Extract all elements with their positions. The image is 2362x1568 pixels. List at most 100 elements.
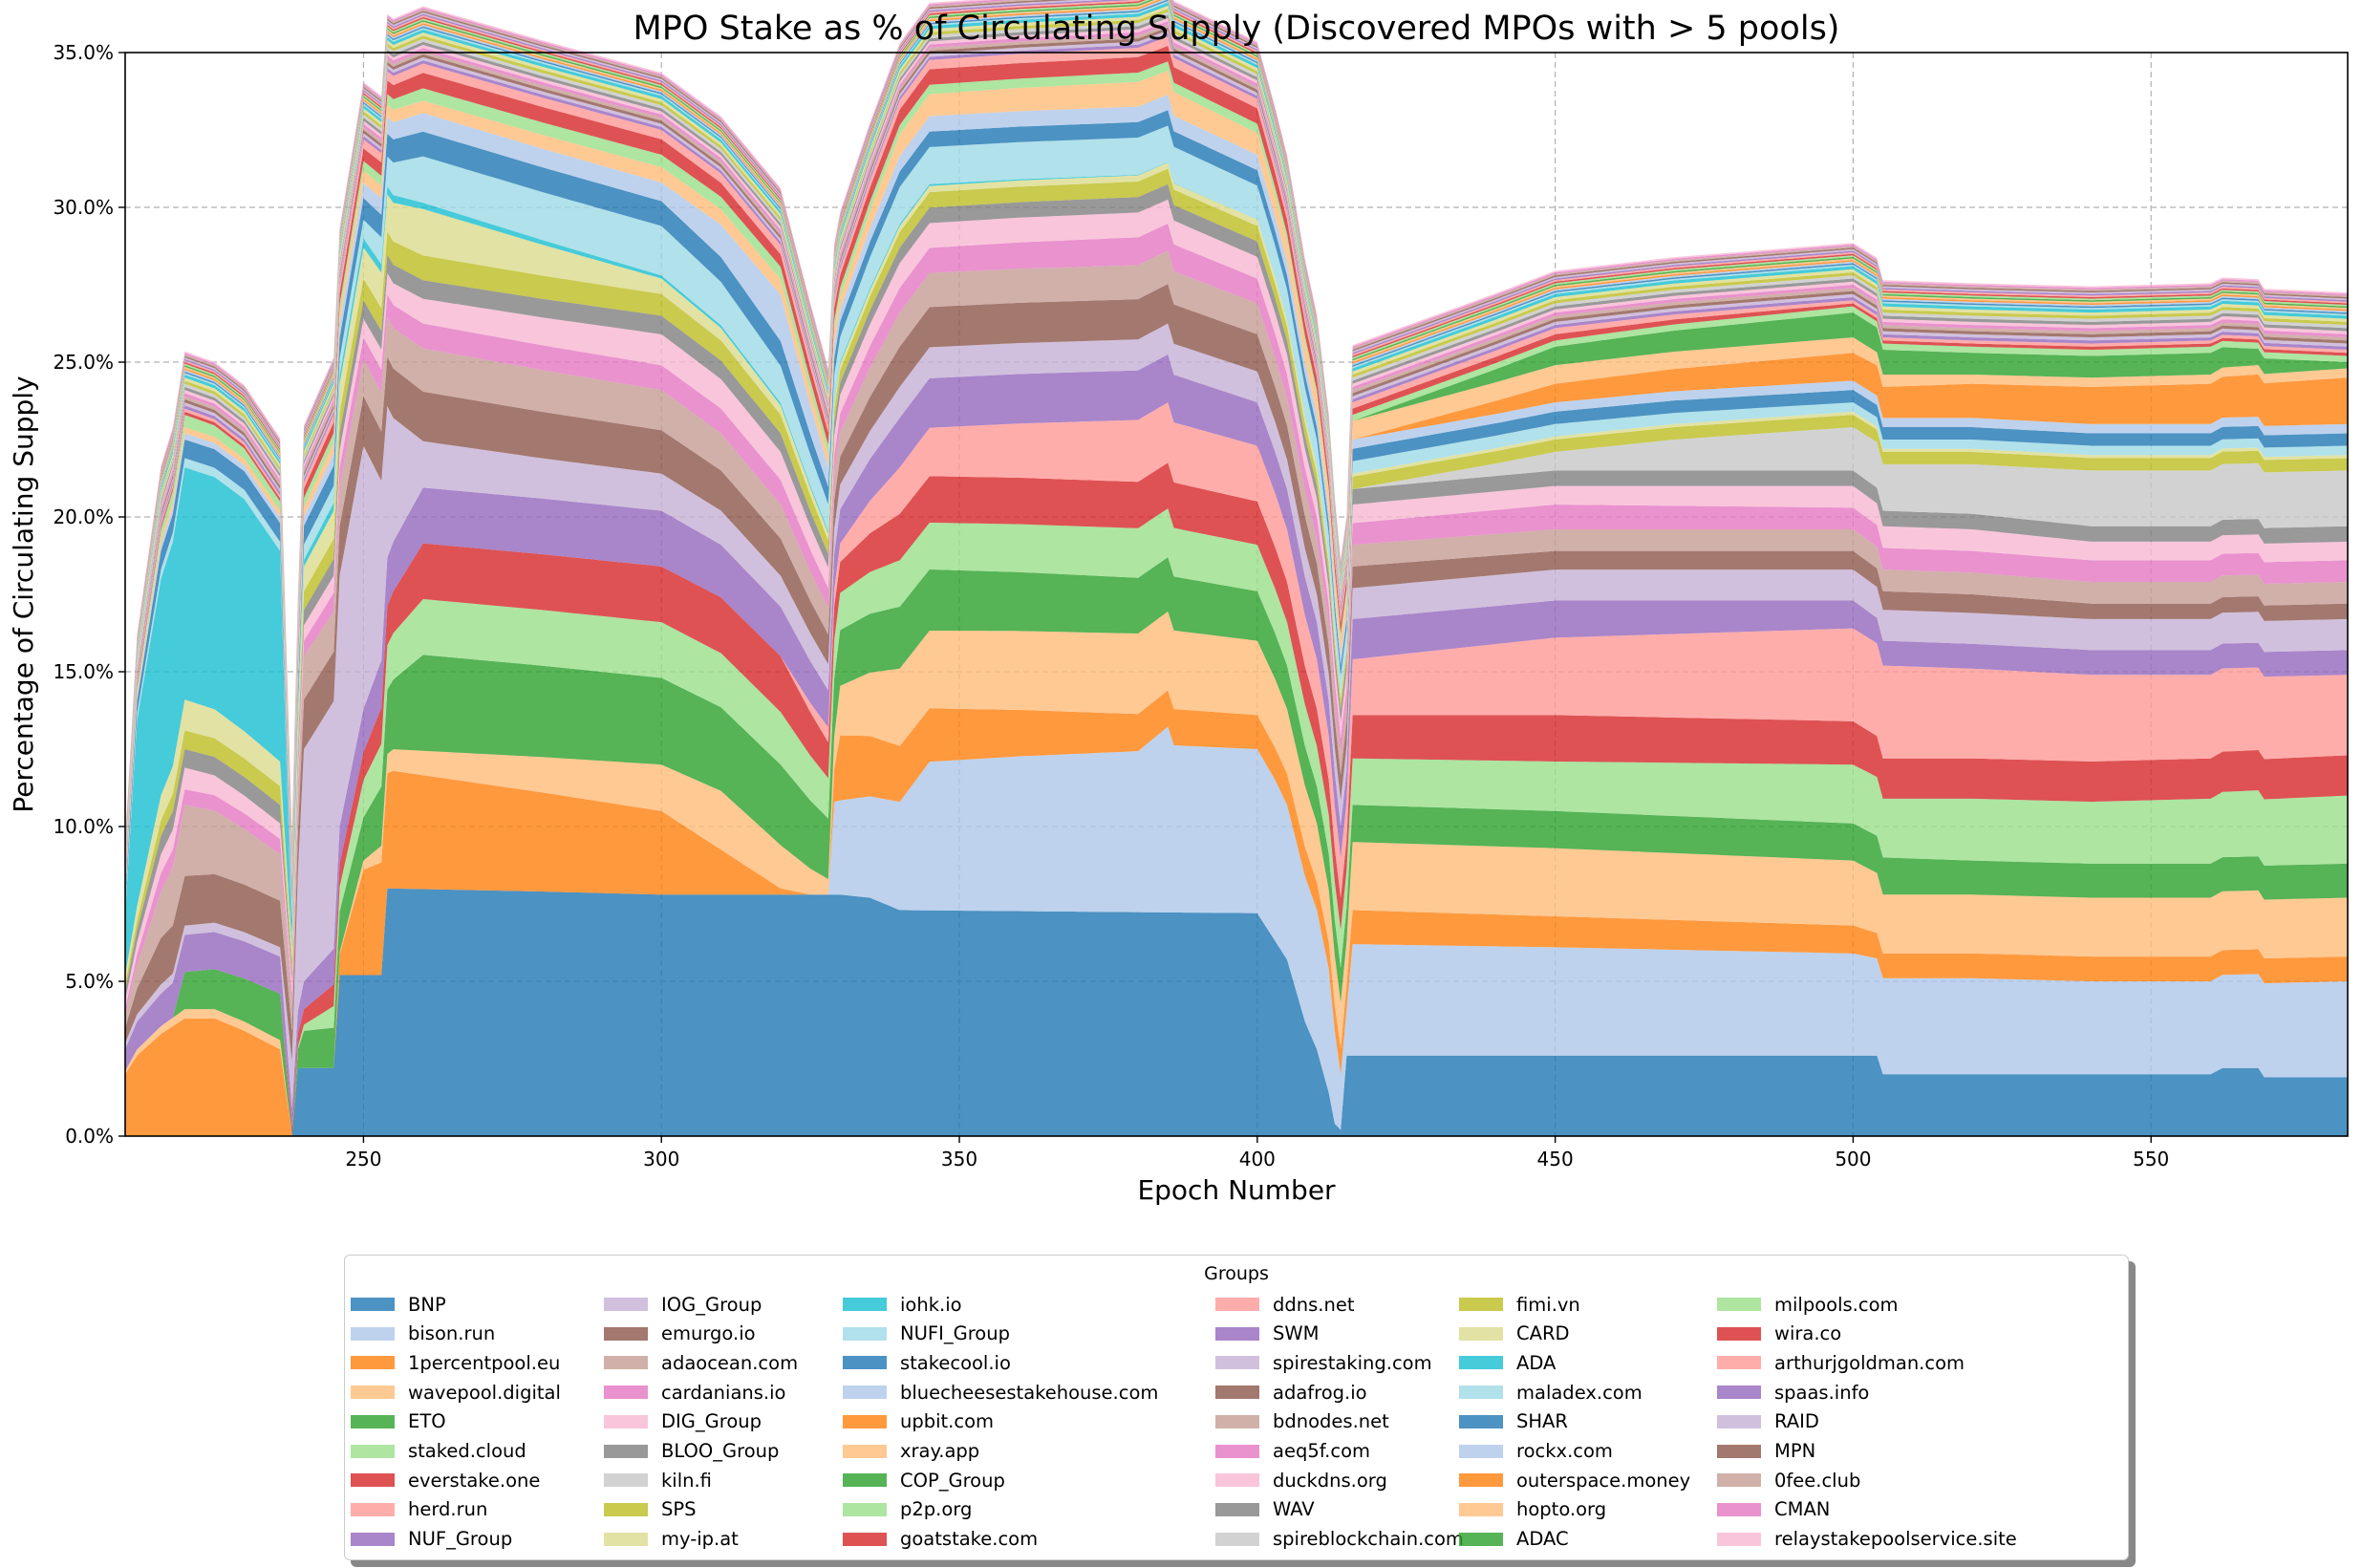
legend-label: goatstake.com	[900, 1528, 1039, 1551]
legend-label: bluecheesestakehouse.com	[900, 1381, 1159, 1404]
legend-label: milpools.com	[1774, 1293, 1899, 1316]
legend-item: spireblockchain.com	[1215, 1525, 1464, 1554]
legend-item: arthurjgoldman.com	[1717, 1348, 1965, 1377]
legend-label: adafrog.io	[1273, 1381, 1367, 1404]
legend-item: adafrog.io	[1215, 1378, 1367, 1407]
legend-swatch	[1717, 1356, 1761, 1370]
legend-swatch	[843, 1356, 887, 1370]
y-tick-label: 35.0%	[53, 41, 114, 64]
legend-swatch	[1717, 1444, 1761, 1458]
x-tick-label: 350	[941, 1148, 977, 1171]
area-series-staked-cloud	[125, 508, 2348, 1136]
y-tick-label: 0.0%	[65, 1125, 114, 1148]
legend-label: cardanians.io	[661, 1381, 786, 1404]
legend-item: WAV	[1215, 1495, 1315, 1524]
legend-item: aeq5f.com	[1215, 1437, 1370, 1466]
legend-label: RAID	[1774, 1410, 1819, 1433]
area-series-iog-group	[125, 323, 2348, 1108]
legend-swatch	[351, 1385, 395, 1400]
legend-label: aeq5f.com	[1273, 1440, 1371, 1462]
legend-swatch	[1215, 1532, 1259, 1546]
legend-label: BNP	[408, 1293, 446, 1316]
legend-label: wira.co	[1774, 1322, 1842, 1345]
legend-swatch	[351, 1502, 395, 1516]
legend-swatch	[604, 1532, 648, 1546]
legend-item: maladex.com	[1459, 1378, 1643, 1407]
legend-label: CARD	[1516, 1322, 1570, 1345]
legend-label: everstake.one	[408, 1469, 541, 1492]
area-series-layer	[125, 0, 2348, 1136]
legend-item: CARD	[1459, 1320, 1570, 1348]
legend-item: everstake.one	[351, 1466, 540, 1494]
legend-item: wira.co	[1717, 1320, 1841, 1348]
legend-item: adaocean.com	[604, 1348, 798, 1377]
legend-item: kiln.fi	[604, 1466, 712, 1494]
area-series-everstake-one	[125, 462, 2348, 1136]
legend-label: COP_Group	[900, 1469, 1005, 1492]
legend-label: xray.app	[900, 1440, 980, 1462]
legend-swatch	[1215, 1473, 1259, 1488]
y-tick-label: 5.0%	[65, 970, 114, 993]
legend-item: bluecheesestakehouse.com	[843, 1378, 1158, 1407]
legend-label: IOG_Group	[661, 1293, 762, 1316]
legend-item: outerspace.money	[1459, 1466, 1690, 1494]
legend-label: kiln.fi	[661, 1469, 712, 1492]
area-series-nuf-group	[125, 354, 2348, 1128]
legend-swatch	[843, 1473, 887, 1488]
legend-swatch	[1717, 1502, 1761, 1516]
legend-item: fimi.vn	[1459, 1290, 1580, 1319]
legend-swatch	[1459, 1473, 1503, 1488]
legend-label: ADAC	[1516, 1528, 1569, 1551]
legend-item: ETO	[351, 1407, 446, 1436]
plot-frame	[124, 52, 2349, 1137]
legend-item: spirestaking.com	[1215, 1348, 1432, 1377]
legend-swatch	[1459, 1532, 1503, 1546]
legend-label: MPN	[1774, 1440, 1816, 1462]
legend-swatch	[351, 1326, 395, 1341]
x-tick-label: 300	[643, 1148, 679, 1171]
legend-item: staked.cloud	[351, 1437, 526, 1466]
legend-item: herd.run	[351, 1495, 487, 1524]
x-axis-ticks: 250 300 350 400 450 500 550	[345, 1136, 2169, 1171]
chart-title: MPO Stake as % of Circulating Supply (Di…	[633, 10, 1840, 48]
y-tick-label: 30.0%	[53, 196, 114, 219]
legend-label: WAV	[1273, 1498, 1315, 1521]
legend-label: duckdns.org	[1273, 1469, 1387, 1492]
legend-item: hopto.org	[1459, 1495, 1606, 1524]
area-series-emurgo-io	[125, 284, 2348, 1063]
legend-label: SWM	[1273, 1322, 1320, 1345]
legend-swatch	[351, 1444, 395, 1458]
legend-label: NUF_Group	[408, 1528, 513, 1551]
legend-label: ADA	[1516, 1351, 1557, 1374]
legend-label: ETO	[408, 1410, 446, 1433]
legend-label: upbit.com	[900, 1410, 995, 1433]
legend-swatch	[1459, 1385, 1503, 1400]
x-tick-label: 500	[1835, 1148, 1871, 1171]
legend-label: SPS	[661, 1498, 697, 1521]
legend-swatch	[351, 1356, 395, 1370]
area-series-eto	[125, 557, 2348, 1136]
legend-item: RAID	[1717, 1407, 1819, 1436]
legend-item: BNP	[351, 1290, 446, 1319]
y-tick-label: 20.0%	[53, 505, 114, 528]
legend-item: NUFI_Group	[843, 1320, 1010, 1348]
legend-swatch	[843, 1298, 887, 1311]
area-series-bison-run	[125, 726, 2348, 1136]
legend-swatch	[1717, 1414, 1761, 1428]
legend-item: BLOO_Group	[604, 1437, 779, 1466]
legend-item: ADA	[1459, 1348, 1556, 1377]
legend-item: xray.app	[843, 1437, 979, 1466]
legend-swatch	[1717, 1385, 1761, 1400]
legend-swatch	[351, 1532, 395, 1546]
legend-swatch	[843, 1444, 887, 1458]
legend-label: BLOO_Group	[661, 1440, 780, 1462]
legend-item: my-ip.at	[604, 1525, 739, 1554]
legend-label: maladex.com	[1516, 1381, 1643, 1404]
x-axis-label: Epoch Number	[1137, 1174, 1336, 1206]
chart-legend: Groups BNP bison.run 1percentpool.eu wavepo…	[344, 1255, 2129, 1560]
legend-swatch	[604, 1298, 648, 1311]
legend-item: emurgo.io	[604, 1320, 756, 1348]
legend-item: SHAR	[1459, 1407, 1568, 1436]
legend-item: COP_Group	[843, 1466, 1005, 1494]
legend-label: stakecool.io	[900, 1351, 1011, 1374]
